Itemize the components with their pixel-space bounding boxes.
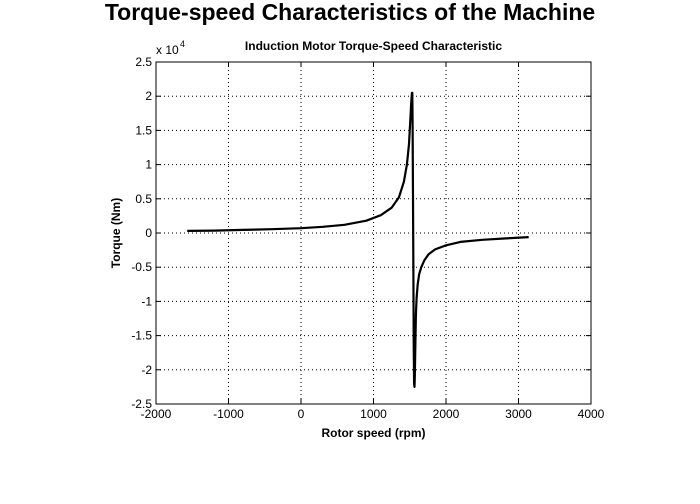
y-tick-label: 0.5 xyxy=(135,192,152,206)
x-tick-label: 1000 xyxy=(360,407,387,421)
page-title: Torque-speed Characteristics of the Mach… xyxy=(104,0,596,25)
x-tick-label: 3000 xyxy=(505,407,532,421)
y-tick-label: 2 xyxy=(145,89,152,103)
x-tick-label: 0 xyxy=(298,407,305,421)
tick-labels: -2000 -1000 0 1000 2000 3000 4000 -2.5 -2 -1.5 -1 -… xyxy=(131,55,604,421)
y-axis-title: Torque (Nm) xyxy=(109,198,123,268)
y-tick-label: 0 xyxy=(145,226,152,240)
y-tick-label: -1.5 xyxy=(131,329,152,343)
torque-speed-curve xyxy=(187,91,529,388)
plot-frame xyxy=(155,61,592,405)
y-tick-label: -2 xyxy=(141,363,152,377)
x-tick-label: 4000 xyxy=(578,407,605,421)
y-tick-label: -2.5 xyxy=(131,397,152,411)
x-tick-label: 2000 xyxy=(433,407,460,421)
x-tick-label: -2000 xyxy=(141,407,172,421)
x-tick-label: -1000 xyxy=(213,407,244,421)
x-axis-title: Rotor speed (rpm) xyxy=(321,426,425,440)
y-tick-label: -1 xyxy=(141,294,152,308)
y-tick-label: 1.5 xyxy=(135,123,152,137)
y-exponent-power: 4 xyxy=(180,39,185,49)
y-exponent-label: x 10 xyxy=(156,43,179,57)
grid-lines xyxy=(156,62,591,404)
plot-title: Induction Motor Torque-Speed Characteris… xyxy=(245,39,502,53)
y-tick-label: 2.5 xyxy=(135,55,152,69)
y-tick-label: 1 xyxy=(145,158,152,172)
axis-ticks xyxy=(155,61,592,405)
y-tick-label: -0.5 xyxy=(131,260,152,274)
